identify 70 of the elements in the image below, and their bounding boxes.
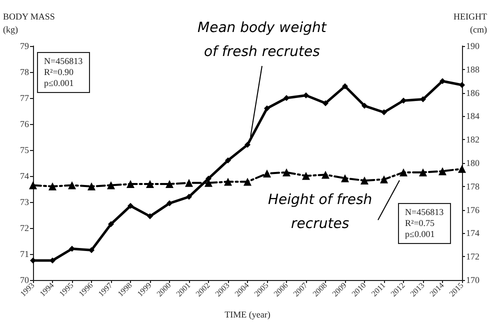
point [381,109,387,116]
y-tick-label: 74 [20,171,30,181]
point [322,100,328,106]
y-tick-label: 73 [20,197,30,207]
point [244,142,250,148]
y2-tick-label: 170 [466,275,480,285]
y2-tick-label: 178 [466,181,480,192]
point [147,213,153,220]
y2-tick-label: 172 [466,252,480,262]
point [302,172,310,180]
point [166,180,174,188]
point [284,95,290,101]
y2-tick-label: 174 [466,228,480,238]
point [264,105,270,112]
point [88,182,96,190]
y2-tick-label: 184 [466,111,480,122]
point [420,96,426,102]
y-tick-label: 78 [20,67,30,77]
y2-axis-title: HEIGHT (cm) [454,12,488,34]
y-tick-label: 79 [20,41,30,51]
x-axis-title: TIME (year) [224,310,270,320]
point [438,167,446,176]
point [419,168,427,176]
point [107,181,115,190]
point [185,178,193,187]
annotation: N=456813 R²=0.90 p≤0.001 [37,52,90,93]
point [459,82,465,88]
point [69,246,75,252]
point [303,92,309,98]
y2-tick-label: 180 [466,158,480,168]
y-axis-title: BODY MASS (kg) [3,12,55,34]
point [380,175,388,184]
y2-tick-label: 188 [466,64,480,74]
point [166,200,172,206]
point [342,83,348,90]
point [341,174,349,182]
point [29,181,37,190]
y2-tick-label: 190 [466,41,480,51]
text: Mean body weight of fresh recrutes [198,19,326,62]
series-label: Height of fresh recrutes [268,191,372,234]
y2-tick-label: 182 [466,134,480,145]
point [225,157,231,164]
y-tick-label: 71 [20,249,29,259]
point [360,176,368,185]
point [362,102,368,109]
point [458,164,466,173]
point [400,168,408,176]
point [282,168,290,176]
point [244,178,252,186]
point [128,202,134,209]
y-tick-label: 77 [20,93,30,103]
y-tick-label: 75 [20,145,30,155]
y2-tick-label: 176 [466,204,480,215]
annotation: N=456813 R²=0.75 p≤0.001 [398,203,451,244]
y-tick-label: 72 [20,223,29,233]
point [224,178,232,186]
y2-tick-label: 186 [466,88,480,98]
point [108,221,114,228]
y-tick-label: 76 [20,119,30,129]
point [126,180,134,188]
point [440,78,446,84]
y-tick-label: 70 [20,275,30,285]
point [146,180,154,188]
point [68,181,76,190]
point [186,194,192,200]
point [263,170,271,178]
point [48,182,56,190]
point [322,170,330,179]
x-tick-label: 2011 [370,280,388,298]
x-tick-label: 1999 [136,280,154,298]
